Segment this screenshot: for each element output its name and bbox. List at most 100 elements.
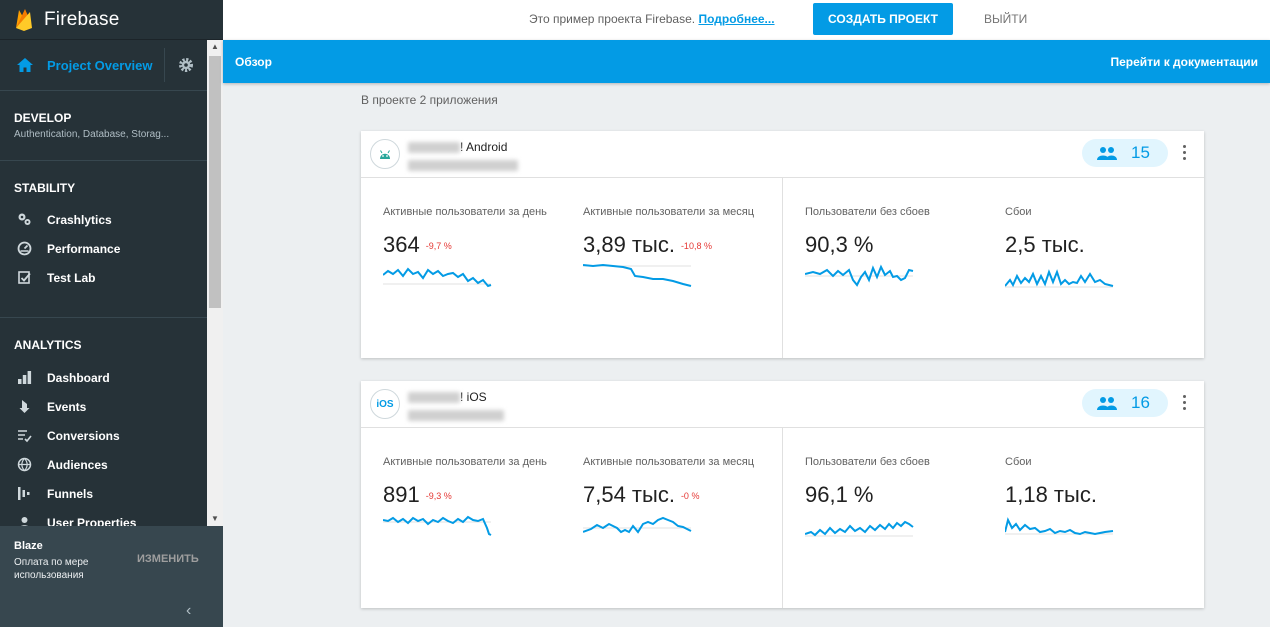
metric-value: 7,54 тыс. -0 % (583, 482, 754, 508)
sidebar-item-funnels[interactable]: Funnels (0, 479, 207, 508)
brand[interactable]: Firebase (0, 0, 223, 40)
sidebar-item-label: Events (47, 399, 87, 414)
metric-label: Пользователи без сбоев (805, 456, 930, 468)
sidebar-item-label: Audiences (47, 457, 108, 472)
scroll-up-icon[interactable]: ▲ (211, 42, 219, 51)
app-name[interactable]: ! Android (408, 140, 507, 154)
sidebar-item-crashlytics[interactable]: Crashlytics (0, 205, 207, 234)
sidebar-item-label: Conversions (47, 428, 120, 443)
redacted-text (408, 142, 460, 154)
funnels-icon (16, 486, 32, 502)
performance-icon (16, 241, 32, 257)
users-icon (1097, 397, 1117, 410)
sidebar-item-performance[interactable]: Performance (0, 234, 207, 263)
app-package (408, 157, 518, 175)
separator (164, 48, 165, 82)
metric-value: 891 -9,3 % (383, 482, 547, 508)
sidebar-nav: Project Overview DEVELOP Authentication,… (0, 40, 207, 526)
docs-link[interactable]: Перейти к документации (1110, 55, 1258, 69)
users-badge[interactable]: 16 (1082, 389, 1168, 417)
sidebar-item-conversions[interactable]: Conversions (0, 421, 207, 450)
sidebar: Firebase Project Overview DEVELOP Authen… (0, 0, 223, 627)
sidebar-item-label: User Properties (47, 515, 137, 527)
sparkline (805, 520, 914, 537)
stability-section: STABILITY Crashlytics Performance Test L… (0, 161, 207, 318)
sidebar-item-dashboard[interactable]: Dashboard (0, 363, 207, 392)
develop-subtitle: Authentication, Database, Storag... (14, 129, 170, 140)
plan-title: Blaze (14, 540, 43, 552)
scrollbar-thumb[interactable] (209, 56, 221, 308)
metric-number: 364 (383, 232, 420, 257)
app-card-ios[interactable]: iOS ! iOS 16 Активные пользователи за де… (361, 381, 1204, 608)
metric-crash-free[interactable]: Пользователи без сбоев 96,1 % (805, 456, 930, 542)
logout-button[interactable]: ВЫЙТИ (984, 12, 1028, 26)
sidebar-item-testlab[interactable]: Test Lab (0, 263, 207, 292)
sparkline (583, 516, 692, 534)
sidebar-scrollbar[interactable]: ▲ ▼ (207, 40, 223, 526)
metric-label: Сбои (1005, 206, 1032, 218)
sidebar-item-label: Performance (47, 241, 121, 256)
create-project-button[interactable]: СОЗДАТЬ ПРОЕКТ (813, 3, 953, 35)
metric-mau[interactable]: Активные пользователи за месяц 7,54 тыс.… (583, 456, 754, 542)
learn-more-link[interactable]: Подробнее... (698, 12, 775, 26)
firebase-logo-icon (16, 8, 32, 31)
metric-label: Активные пользователи за месяц (583, 206, 755, 218)
analytics-title: ANALYTICS (14, 338, 82, 352)
plan-subtitle: Оплата по мере использования (14, 557, 89, 581)
sparkline (583, 263, 692, 287)
metric-value: 364 -9,7 % (383, 232, 547, 258)
metric-label: Сбои (1005, 456, 1032, 468)
sidebar-item-label: Crashlytics (47, 212, 112, 227)
gear-icon[interactable] (177, 56, 195, 74)
metric-mau[interactable]: Активные пользователи за месяц 3,89 тыс.… (583, 206, 754, 292)
metric-delta: -9,7 % (425, 241, 452, 252)
divider (782, 178, 783, 358)
more-vert-icon[interactable] (1183, 395, 1187, 411)
metric-delta: -0 % (680, 491, 700, 502)
sidebar-item-audiences[interactable]: Audiences (0, 450, 207, 479)
metric-number: 7,54 тыс. (583, 482, 675, 507)
sparkline (383, 515, 492, 536)
more-vert-icon[interactable] (1183, 145, 1187, 161)
metric-number: 2,5 тыс. (1005, 232, 1085, 257)
metric-label: Пользователи без сбоев (805, 206, 930, 218)
metric-number: 3,89 тыс. (583, 232, 675, 257)
app-card-android[interactable]: ! Android 15 Активные пользователи за де… (361, 131, 1204, 358)
metric-delta: -10,8 % (680, 241, 712, 252)
collapse-sidebar-icon[interactable]: ‹ (186, 602, 192, 619)
sparkline (383, 267, 492, 288)
sidebar-item-events[interactable]: Events (0, 392, 207, 421)
users-badge[interactable]: 15 (1082, 139, 1168, 167)
develop-section[interactable]: DEVELOP Authentication, Database, Storag… (0, 91, 207, 161)
metric-crash-free[interactable]: Пользователи без сбоев 90,3 % (805, 206, 930, 292)
sidebar-item-user-properties[interactable]: User Properties (0, 508, 207, 526)
scroll-down-icon[interactable]: ▼ (211, 514, 219, 523)
user-properties-icon (16, 515, 32, 526)
metric-number: 891 (383, 482, 420, 507)
redacted-text (408, 160, 518, 172)
sidebar-item-label: Test Lab (47, 270, 96, 285)
metric-crashes[interactable]: Сбои 1,18 тыс. (1005, 456, 1115, 542)
metric-number: 90,3 % (805, 232, 874, 257)
change-plan-button[interactable]: ИЗМЕНИТЬ (137, 553, 199, 565)
app-name[interactable]: ! iOS (408, 390, 487, 404)
analytics-section: ANALYTICS Dashboard Events Conversions A… (0, 318, 207, 526)
metric-dau[interactable]: Активные пользователи за день 891 -9,3 % (383, 456, 547, 542)
metric-value: 3,89 тыс. -10,8 % (583, 232, 754, 258)
metric-crashes[interactable]: Сбои 2,5 тыс. (1005, 206, 1115, 292)
app-card-header: ! Android 15 (361, 131, 1204, 178)
sidebar-item-label: Dashboard (47, 370, 110, 385)
project-overview-link[interactable]: Project Overview (47, 57, 153, 73)
metric-value: 1,18 тыс. (1005, 482, 1115, 508)
sparkline (1005, 269, 1114, 288)
app-name-suffix: ! iOS (460, 390, 487, 404)
metric-delta: -9,3 % (425, 491, 452, 502)
conversions-icon (16, 428, 32, 444)
metric-value: 2,5 тыс. (1005, 232, 1115, 258)
redacted-text (408, 410, 504, 422)
users-count: 16 (1131, 393, 1150, 412)
dashboard-icon (16, 370, 32, 386)
metric-value: 90,3 % (805, 232, 930, 258)
metric-dau[interactable]: Активные пользователи за день 364 -9,7 % (383, 206, 547, 292)
crashlytics-icon (16, 212, 32, 228)
